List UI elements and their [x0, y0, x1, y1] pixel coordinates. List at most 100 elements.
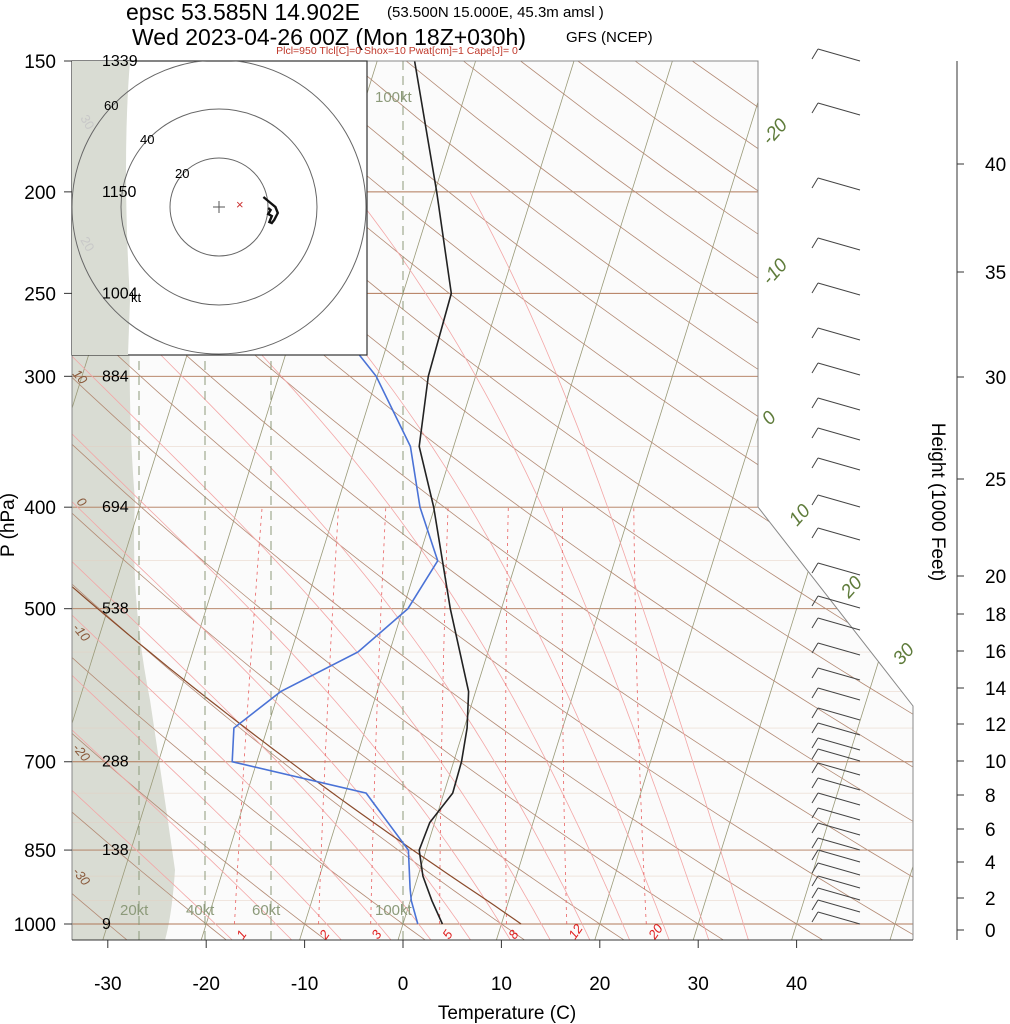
hodograph-faint-label: 20	[77, 234, 97, 254]
wind-barb	[811, 822, 861, 836]
wind-barb	[811, 595, 861, 609]
x-tick-label: 20	[589, 974, 610, 995]
x-tick-label: -20	[192, 974, 219, 995]
hodograph-ring-label: 40	[140, 132, 154, 147]
dry-adiabat-line	[72, 61, 534, 940]
height-label: 1339	[102, 53, 138, 70]
moist-adiabat-line	[72, 191, 436, 940]
wind-barb	[811, 362, 861, 376]
wind-barb	[811, 777, 861, 791]
height-tick-label: 12	[985, 715, 1006, 736]
hodograph-trace	[262, 196, 280, 225]
moist-adiabat-line	[72, 191, 594, 940]
pressure-label: 500	[24, 600, 56, 621]
pressure-label: 250	[24, 284, 56, 305]
hodograph-ring	[72, 61, 367, 355]
isotherm-line	[782, 61, 913, 940]
isotherm-label: 20	[836, 572, 867, 603]
moist-adiabat-line	[72, 191, 397, 940]
wind-barb	[811, 177, 861, 191]
wind-barb	[811, 887, 861, 901]
wind-barb	[811, 899, 861, 913]
wind-scale-label-bottom: 40kt	[186, 902, 215, 919]
moist-adiabat-line	[352, 191, 712, 940]
dry-adiabat-line	[109, 61, 913, 940]
wind-barb	[811, 327, 861, 341]
dry-adiabat-line	[274, 61, 913, 940]
moist-adiabat-line	[72, 191, 298, 940]
wind-barb	[811, 102, 861, 116]
wind-barb	[811, 642, 861, 656]
dry-adiabat-line	[72, 61, 913, 940]
x-tick-label: -10	[291, 974, 318, 995]
wind-barb	[811, 792, 861, 806]
wind-barb	[811, 737, 861, 751]
pressure-label: 700	[24, 753, 56, 774]
dry-adiabat-line	[72, 61, 435, 940]
hodograph-ring	[120, 108, 318, 306]
temperature-profile	[413, 61, 470, 925]
wind-barb	[811, 722, 861, 736]
wind-barb	[811, 48, 861, 62]
x-axis-title: Temperature (C)	[438, 1003, 576, 1024]
wind-barb	[811, 494, 861, 508]
wind-barb	[811, 849, 861, 863]
height-tick-label: 30	[985, 368, 1006, 389]
moist-adiabat-line	[103, 191, 633, 940]
height-tick-label: 14	[985, 679, 1007, 700]
height-tick-label: 0	[985, 921, 996, 942]
hodograph: × 20 40 60 kt 30 20	[71, 60, 368, 356]
height-label: 694	[102, 499, 129, 516]
mixing-ratio-line	[370, 507, 387, 925]
height-label: 884	[102, 368, 129, 385]
x-tick-label: 40	[786, 974, 807, 995]
mixing-ratio-line	[439, 507, 449, 925]
pressure-label: 300	[24, 367, 56, 388]
wind-barb	[811, 875, 861, 889]
wind-scale-label-top: 100kt	[375, 89, 413, 106]
dry-adiabat-line	[164, 61, 913, 940]
moist-adiabat-line	[469, 191, 751, 940]
height-label: 1150	[102, 184, 137, 201]
header-model: GFS (NCEP)	[566, 29, 653, 46]
wind-barb	[811, 911, 861, 925]
height-label: 538	[102, 601, 129, 618]
height-label: 288	[102, 754, 129, 771]
mixing-ratio-line	[633, 507, 647, 925]
wind-barb	[811, 762, 861, 776]
isotherm-label: -10	[758, 255, 792, 290]
hodograph-ring-label: 60	[104, 98, 118, 113]
isotherm-line	[487, 61, 803, 940]
wind-barb	[811, 527, 861, 541]
hodograph-faint-label: 30	[77, 112, 97, 132]
height-tick-label: 8	[985, 786, 996, 807]
height-label: 138	[102, 842, 129, 859]
wind-barb	[811, 562, 861, 576]
wind-barb	[811, 397, 861, 411]
pressure-label: 1000	[14, 915, 56, 936]
mixing-ratio-line	[505, 507, 509, 925]
mixing-ratio-line	[234, 507, 263, 925]
dry-adiabat-line	[72, 61, 235, 940]
isotherm-line	[192, 61, 508, 940]
hodograph-ring-label: 20	[175, 166, 189, 181]
header-gridpoint: (53.500N 15.000E, 45.3m amsl )	[387, 4, 604, 21]
dry-adiabat-line	[72, 61, 834, 940]
moist-adiabat-line	[72, 191, 239, 940]
wind-barb	[811, 282, 861, 296]
height-tick-label: 16	[985, 642, 1006, 663]
x-tick-label: -30	[94, 974, 121, 995]
isotherm-line	[389, 61, 705, 940]
wind-barb	[811, 837, 861, 851]
height-tick-label: 25	[985, 470, 1006, 491]
dry-adiabat-line	[72, 61, 335, 940]
moist-adiabat-line	[72, 191, 515, 940]
isotherm-line	[290, 61, 607, 940]
hodograph-unit-label: kt	[131, 290, 142, 305]
height-label: 1004	[102, 285, 138, 302]
wind-barb	[811, 862, 861, 876]
height-tick-label: 2	[985, 889, 996, 910]
wind-barb	[811, 807, 861, 821]
wind-barb	[811, 427, 861, 441]
y-axis-title: P (hPa)	[0, 493, 19, 557]
